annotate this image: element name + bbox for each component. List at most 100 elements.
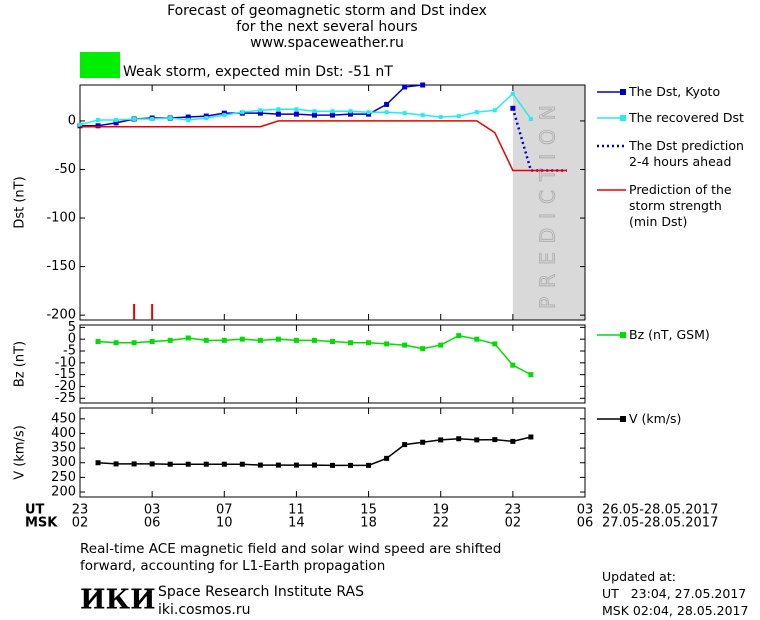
series-marker: [510, 91, 515, 96]
y-tick-label: 350: [51, 441, 76, 456]
series-marker: [258, 108, 263, 113]
series-marker: [185, 114, 191, 120]
series-marker: [293, 111, 299, 117]
series-line: [511, 107, 567, 172]
series-marker: [131, 340, 137, 346]
series-marker: [456, 333, 462, 339]
y-tick-label: 400: [51, 426, 76, 441]
msk-label: MSK: [25, 516, 58, 531]
x-tick-label: 07: [216, 503, 233, 518]
series-marker: [293, 337, 299, 343]
series-marker: [438, 115, 443, 120]
series-marker: [330, 462, 335, 468]
y-tick-label: 450: [51, 411, 76, 426]
y-tick-label: -200: [46, 308, 76, 323]
prediction-zone: [512, 85, 585, 320]
series-marker: [510, 438, 516, 444]
series-marker: [438, 437, 444, 443]
legend-marker: [620, 332, 626, 338]
series-marker: [474, 336, 480, 342]
series-marker: [239, 461, 245, 467]
y-tick-label: 5: [68, 320, 76, 335]
series-marker: [348, 340, 354, 346]
series-marker: [456, 436, 462, 442]
y-tick-label: -100: [46, 211, 76, 226]
series-line: [79, 92, 532, 126]
series-marker: [438, 342, 444, 348]
y-tick-label: 0: [68, 332, 76, 347]
series-marker: [95, 460, 101, 466]
series-marker: [257, 337, 263, 343]
y-tick-label: 300: [51, 455, 76, 470]
series-marker: [114, 117, 119, 122]
legend-marker: [620, 416, 626, 422]
y-tick-label: 0: [68, 113, 76, 128]
series-marker: [78, 122, 82, 127]
ut-label: UT: [25, 503, 45, 518]
series-marker: [150, 116, 155, 121]
series-marker: [131, 461, 137, 467]
series-marker: [402, 442, 408, 448]
series-marker: [257, 462, 263, 468]
msk-tick-label: 22: [432, 516, 449, 531]
series-marker: [168, 116, 173, 121]
series-marker: [366, 462, 372, 468]
plot-frame: [79, 324, 586, 404]
series-marker: [275, 111, 281, 117]
series-line: [80, 120, 567, 172]
y-tick-label: 200: [51, 485, 76, 500]
y-tick-label: -25: [55, 391, 76, 406]
series-marker: [186, 117, 191, 122]
y-tick-label: -150: [46, 259, 76, 274]
series-marker: [275, 462, 281, 468]
series-marker: [275, 336, 281, 342]
y-axis-label: V (km/s): [13, 425, 28, 480]
x-tick-label: 03: [144, 503, 161, 518]
series-marker: [294, 107, 299, 112]
series-marker: [348, 109, 353, 114]
ut-range: 26.05-28.05.2017: [602, 503, 718, 518]
series-marker: [96, 117, 101, 122]
msk-tick-label: 18: [360, 516, 377, 531]
series-marker: [492, 437, 498, 443]
series-marker: [366, 340, 372, 346]
legend-marker: [620, 89, 626, 95]
series-marker: [384, 341, 390, 347]
y-tick-label: 250: [51, 470, 76, 485]
series-marker: [402, 342, 408, 348]
series-marker: [456, 114, 461, 119]
series-marker: [311, 462, 317, 468]
series-marker: [492, 341, 498, 347]
series-marker: [113, 120, 119, 126]
series-marker: [528, 372, 534, 378]
series-marker: [384, 101, 390, 107]
series-marker: [348, 462, 354, 468]
series-marker: [420, 113, 425, 118]
legend-label: V (km/s): [629, 411, 682, 426]
legend-label: The Dst, Kyoto: [629, 84, 721, 99]
series-marker: [420, 439, 426, 445]
series-marker: [528, 116, 533, 121]
x-tick-label: 03: [577, 503, 594, 518]
storm-color-box: [80, 52, 120, 78]
series-marker: [510, 362, 516, 368]
y-axis-label: Bz (nT): [13, 341, 28, 387]
series-marker: [492, 108, 497, 113]
msk-tick-label: 02: [72, 516, 89, 531]
series-marker: [203, 461, 209, 467]
series-marker: [330, 109, 335, 114]
series-marker: [384, 455, 390, 461]
msk-range: 27.05-28.05.2017: [602, 516, 718, 531]
series-marker: [185, 335, 191, 341]
series-marker: [402, 84, 408, 90]
series-marker: [348, 111, 354, 117]
series-marker: [167, 337, 173, 343]
y-tick-label: -5: [63, 344, 76, 359]
msk-tick-label: 06: [577, 516, 594, 531]
series-marker: [330, 339, 335, 345]
series-marker: [132, 116, 137, 121]
series-marker: [95, 123, 101, 129]
legend-marker: [620, 115, 626, 121]
